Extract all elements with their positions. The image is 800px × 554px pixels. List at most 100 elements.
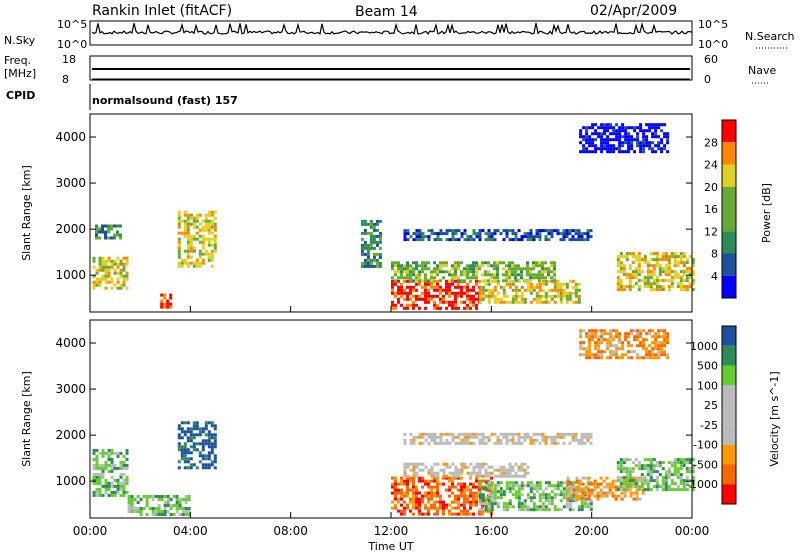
- power-cell: [640, 279, 644, 283]
- velocity-cell: [160, 510, 164, 513]
- velocity-cell: [663, 344, 667, 348]
- velocity-cell: [511, 438, 515, 442]
- power-cell: [622, 285, 626, 289]
- velocity-colorbar-tick: -1000: [686, 478, 718, 491]
- power-cell: [101, 227, 104, 231]
- power-cell: [526, 267, 529, 271]
- power-cell: [487, 270, 490, 274]
- power-cell: [475, 291, 478, 295]
- velocity-cell: [189, 451, 193, 455]
- velocity-cell: [634, 482, 638, 486]
- power-cell: [98, 227, 101, 231]
- velocity-cell: [523, 462, 527, 466]
- velocity-cell: [594, 332, 598, 336]
- velocity-cell: [125, 457, 129, 461]
- velocity-cell: [490, 476, 493, 480]
- velocity-cell: [415, 435, 419, 439]
- velocity-cell: [400, 488, 403, 492]
- power-cell: [201, 246, 205, 250]
- velocity-cell: [651, 329, 655, 333]
- velocity-cell: [553, 496, 557, 500]
- power-cell: [639, 144, 643, 148]
- power-cell: [493, 261, 496, 265]
- velocity-cell: [596, 494, 600, 498]
- velocity-cell: [621, 347, 625, 351]
- velocity-cell: [207, 439, 211, 443]
- velocity-cell: [418, 462, 422, 466]
- power-cell: [505, 282, 509, 286]
- velocity-cell: [639, 335, 643, 339]
- power-cell: [646, 279, 650, 283]
- power-cell: [183, 228, 187, 232]
- velocity-cell: [505, 471, 509, 475]
- power-cell: [372, 264, 376, 268]
- velocity-cell: [101, 493, 105, 497]
- power-cell: [409, 270, 412, 274]
- power-cell: [442, 294, 445, 298]
- power-cell: [472, 276, 475, 280]
- station-title: Rankin Inlet (fitACF): [92, 3, 232, 19]
- velocity-cell: [101, 451, 105, 455]
- power-cell: [457, 264, 460, 268]
- power-cell: [454, 303, 457, 307]
- velocity-cell: [163, 510, 167, 513]
- power-cell: [430, 285, 433, 289]
- velocity-cell: [481, 487, 485, 491]
- power-cell: [562, 232, 566, 236]
- velocity-cell: [466, 512, 469, 516]
- velocity-cell: [424, 506, 427, 510]
- velocity-cell: [160, 513, 164, 516]
- power-cell: [636, 144, 640, 148]
- velocity-cell: [652, 470, 656, 474]
- velocity-cell: [481, 496, 485, 500]
- velocity-cell: [442, 509, 445, 513]
- velocity-cell: [628, 470, 632, 474]
- velocity-cell: [418, 506, 421, 510]
- velocity-cell: [571, 435, 575, 439]
- power-cell: [550, 279, 554, 283]
- velocity-cell: [415, 488, 418, 492]
- power-cell: [125, 286, 129, 290]
- power-cell: [186, 261, 190, 265]
- power-cell: [565, 300, 569, 304]
- power-cell: [514, 288, 518, 292]
- velocity-cell: [430, 503, 433, 507]
- power-cell: [612, 144, 616, 148]
- power-cell: [403, 235, 407, 239]
- velocity-cell: [556, 441, 560, 445]
- velocity-cell: [397, 488, 400, 492]
- power-cell: [213, 240, 217, 244]
- velocity-cell: [457, 482, 460, 486]
- velocity-cell: [496, 490, 500, 494]
- power-cell: [213, 225, 217, 229]
- velocity-cell: [472, 512, 475, 516]
- power-cell: [195, 213, 199, 217]
- velocity-cell: [517, 484, 521, 488]
- power-cell: [487, 238, 491, 242]
- power-cell: [484, 273, 487, 277]
- velocity-cell: [484, 502, 488, 506]
- power-cell: [448, 294, 451, 298]
- power-cell: [107, 230, 110, 234]
- power-cell: [541, 270, 544, 274]
- power-cell: [122, 268, 126, 272]
- velocity-cell: [430, 506, 433, 510]
- power-cell: [107, 224, 110, 228]
- velocity-cell: [514, 462, 518, 466]
- power-cell: [95, 224, 98, 228]
- velocity-cell: [189, 457, 193, 461]
- velocity-cell: [553, 441, 557, 445]
- velocity-cell: [92, 463, 96, 467]
- velocity-cell: [587, 491, 591, 495]
- power-colorbar-segment: [722, 142, 736, 165]
- power-cell: [487, 288, 491, 292]
- velocity-cell: [122, 484, 126, 488]
- power-cell: [415, 288, 418, 292]
- velocity-cell: [107, 484, 111, 488]
- power-cell: [363, 243, 367, 247]
- velocity-cell: [101, 454, 105, 458]
- power-cell: [630, 126, 634, 130]
- power-cell: [562, 294, 566, 298]
- velocity-cell: [673, 482, 677, 486]
- velocity-cell: [618, 335, 622, 339]
